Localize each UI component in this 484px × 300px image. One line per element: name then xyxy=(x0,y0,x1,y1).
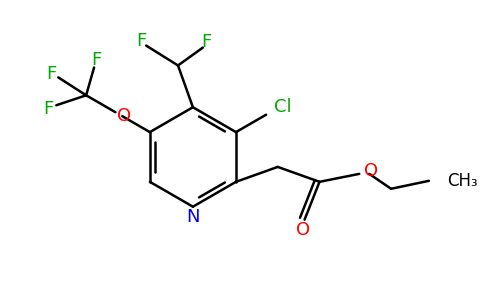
Text: O: O xyxy=(364,162,378,180)
Text: Cl: Cl xyxy=(274,98,292,116)
Text: F: F xyxy=(202,33,212,51)
Text: F: F xyxy=(136,32,146,50)
Text: F: F xyxy=(43,100,53,118)
Text: O: O xyxy=(117,107,131,125)
Text: F: F xyxy=(91,50,101,68)
Text: O: O xyxy=(296,220,310,238)
Text: CH₃: CH₃ xyxy=(447,172,477,190)
Text: N: N xyxy=(186,208,200,226)
Text: F: F xyxy=(46,65,57,83)
